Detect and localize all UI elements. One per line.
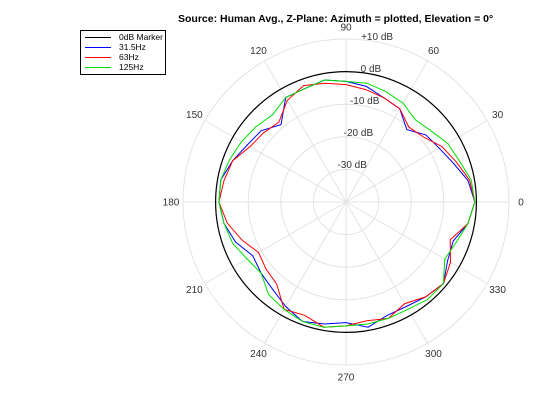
theta-tick-label: 60 bbox=[428, 46, 440, 57]
theta-tick-label: 30 bbox=[492, 110, 504, 121]
tick-labels: 0 30 60 90 120 150 180 210 240 270 300 330 -30 dB -20… bbox=[163, 23, 525, 384]
legend-swatch-125hz bbox=[85, 67, 111, 68]
grid-spoke bbox=[204, 120, 347, 203]
theta-tick-label: 150 bbox=[186, 110, 203, 121]
legend-label-0db-marker: 0dB Marker bbox=[119, 32, 163, 42]
r-tick-label: -20 dB bbox=[344, 128, 374, 139]
series-layer bbox=[215, 71, 477, 333]
legend-swatch-31hz bbox=[85, 47, 111, 48]
r-tick-label: 0 dB bbox=[361, 64, 382, 75]
series-line-125hz bbox=[218, 79, 476, 328]
r-tick-label: +10 dB bbox=[361, 32, 393, 43]
legend-entry-0db-marker: 0dB Marker bbox=[85, 32, 167, 42]
grid-spoke bbox=[345, 120, 488, 203]
legend-swatch-0db-marker bbox=[85, 37, 111, 38]
theta-tick-label: 0 bbox=[518, 198, 524, 209]
legend: 0dB Marker 31.5Hz 63Hz 125Hz bbox=[80, 30, 166, 75]
r-tick-label: -10 dB bbox=[350, 96, 380, 107]
legend-label-63hz: 63Hz bbox=[119, 52, 139, 62]
theta-tick-label: 270 bbox=[338, 373, 355, 384]
series-line-0db-marker bbox=[215, 71, 477, 333]
theta-tick-label: 240 bbox=[250, 349, 267, 360]
theta-tick-label: 210 bbox=[186, 285, 203, 296]
grid-spoke bbox=[204, 201, 347, 284]
theta-tick-label: 330 bbox=[489, 285, 506, 296]
grid-spoke bbox=[264, 60, 347, 203]
legend-label-125hz: 125Hz bbox=[119, 62, 144, 72]
legend-entry-31hz: 31.5Hz bbox=[85, 42, 167, 52]
legend-entry-63hz: 63Hz bbox=[85, 52, 167, 62]
legend-label-31hz: 31.5Hz bbox=[119, 42, 146, 52]
grid-spoke bbox=[345, 201, 428, 344]
theta-tick-label: 90 bbox=[340, 23, 352, 34]
theta-tick-label: 300 bbox=[425, 349, 442, 360]
legend-entry-125hz: 125Hz bbox=[85, 62, 167, 72]
theta-tick-label: 180 bbox=[163, 198, 180, 209]
grid-spoke bbox=[345, 201, 488, 284]
theta-tick-label: 120 bbox=[250, 46, 267, 57]
polar-grid bbox=[182, 38, 510, 366]
grid-spoke bbox=[264, 201, 347, 344]
grid-spoke bbox=[345, 60, 428, 203]
legend-swatch-63hz bbox=[85, 57, 111, 58]
chart-title: Source: Human Avg., Z-Plane: Azimuth = p… bbox=[178, 13, 494, 25]
r-tick-label: -30 dB bbox=[337, 160, 367, 171]
